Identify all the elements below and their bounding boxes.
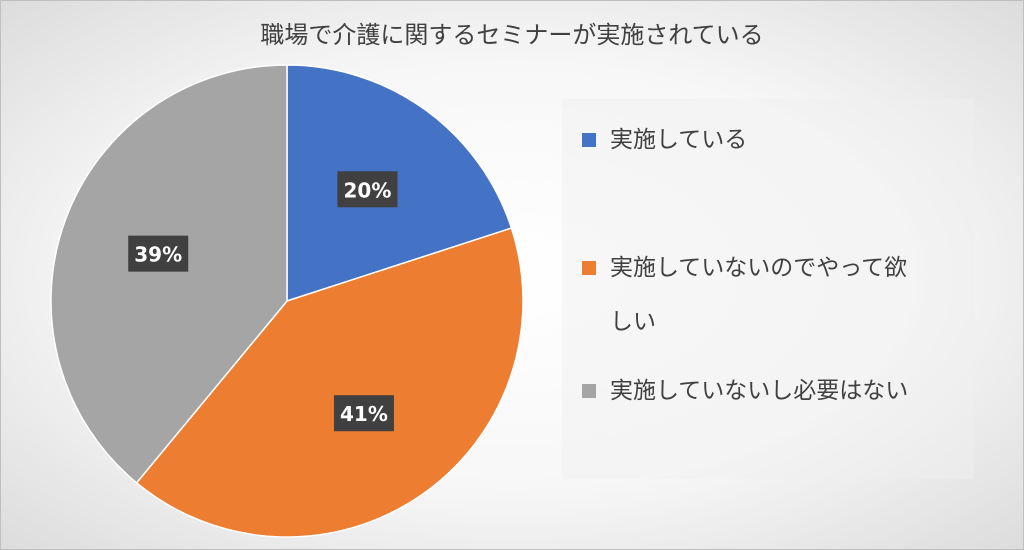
data-label-not-needed-box — [128, 235, 189, 272]
legend-label-want-it-line2: しい — [610, 309, 656, 335]
pie-slice-implemented — [286, 64, 513, 303]
legend-label-not-needed: 実施していないし必要はない — [610, 378, 909, 404]
legend-swatch-implemented — [582, 133, 596, 147]
legend-item-not-needed: 実施していないし必要はない — [582, 364, 962, 418]
legend: 実施している 実施していないのでやって欲 しい 実施していないし必要はない — [562, 99, 974, 479]
chart-title: 職場で介護に関するセミナーが実施されている — [260, 21, 764, 49]
data-label-want-it-text: 41% — [340, 402, 388, 426]
legend-label-want-it-line1: 実施していないのでやって欲 — [610, 255, 908, 281]
data-label-implemented: 20% — [337, 171, 398, 208]
pie-slice-not-needed — [50, 64, 288, 484]
legend-label-implemented: 実施している — [610, 127, 748, 153]
pie-slice-want-it — [135, 227, 524, 538]
data-label-want-it: 41% — [333, 395, 394, 432]
data-label-not-needed: 39% — [128, 235, 189, 272]
data-label-implemented-box — [337, 171, 398, 208]
legend-item-implemented: 実施している — [582, 113, 962, 167]
data-label-want-it-box — [333, 395, 394, 432]
data-label-not-needed-text: 39% — [134, 243, 182, 267]
data-label-implemented-text: 20% — [344, 178, 392, 202]
legend-swatch-want-it — [582, 261, 596, 275]
legend-swatch-not-needed — [582, 384, 596, 398]
legend-item-want-it: 実施していないのでやって欲 しい — [582, 241, 962, 349]
